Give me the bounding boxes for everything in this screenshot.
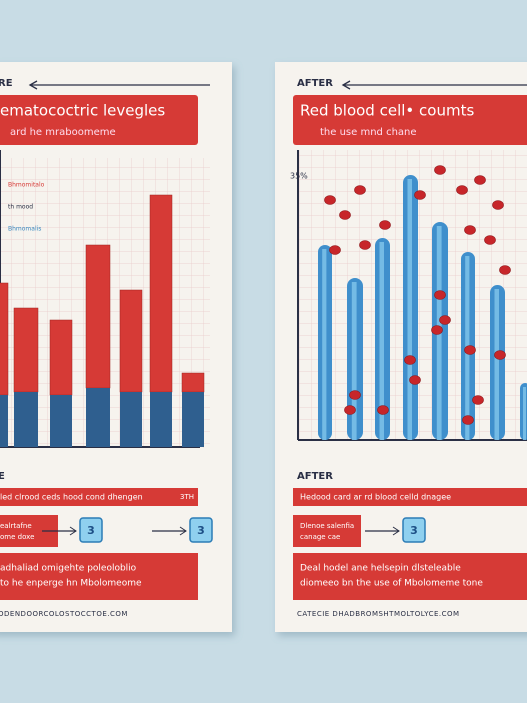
bar-shape [351,282,357,440]
section: E [0,471,5,482]
bar-shape [150,392,172,447]
cell [484,235,496,245]
info-text: Dlenoe salenfia [300,522,354,530]
bar-shape [407,179,412,440]
bar-shape [120,392,142,447]
cell [409,375,421,385]
note-text: to he enperge hn Mbolomeome [0,579,142,589]
cell [472,395,484,405]
cell [431,325,443,335]
info-box [293,515,361,547]
arrowhead [392,526,400,536]
arrowhead [179,526,187,536]
cell [349,390,361,400]
cell [464,225,476,235]
cell [492,200,504,210]
note-box [0,553,198,600]
arrowhead [69,526,77,536]
bar-shape [0,282,9,396]
cell [359,240,371,250]
heading: AFTER [297,78,333,89]
cell [462,415,474,425]
cell [377,405,389,415]
badge-text: 3 [87,524,95,537]
bar-shape [494,289,499,440]
axis-note: 35% [290,172,308,181]
cell [474,175,486,185]
bar-shape [119,289,143,393]
bar-shape [50,395,72,447]
footer: CATECIE DHADBROMSHTMOLTOLYCE.COM [297,610,460,618]
cell [494,350,506,360]
strip-note: 3TH [180,493,194,501]
cell [434,165,446,175]
heading: RE [0,78,13,89]
bar-shape [14,392,38,447]
arrowhead [28,80,38,90]
info-text: canage cae [300,533,340,541]
note-text: Deal hodel ane helsepin dlsteleable [300,564,461,574]
bar-shape [322,249,327,440]
strip [0,488,198,506]
title: ematococtric levegles [0,102,165,120]
bar-shape [149,194,173,393]
strip-text: Hedood card ar rd blood celld dnagee [300,493,451,502]
title-banner [293,95,527,145]
note-text: adhaliad omigehte poleoloblio [0,564,137,574]
badge-text: 3 [410,524,418,537]
badge-text: 3 [197,524,205,537]
cell [329,245,341,255]
section: AFTER [297,471,333,482]
strip [293,488,527,506]
info-text: ealrtafne [0,522,32,530]
cell [354,185,366,195]
cell [456,185,468,195]
bar-shape [13,307,39,393]
subtitle: ard he mraboomeme [10,127,116,138]
strip-text: led clrood ceds hood cond dhengen [0,493,143,502]
cell [324,195,336,205]
info-text: ome doxe [0,533,34,541]
note-box [293,553,527,600]
legend-item: Bhmomitalo [8,182,45,189]
bar-shape [0,395,8,447]
legend-item: th mood [8,204,33,211]
badge [402,517,426,543]
bar-shape [182,392,204,447]
title-banner [0,95,198,145]
footer: ODENDOORCOLOSTOCCTOE.COM [0,610,128,618]
cell [379,220,391,230]
cell [344,405,356,415]
bar-shape [86,388,110,447]
subtitle: the use mnd chane [320,127,417,138]
cell [414,190,426,200]
bar-shape [523,387,526,440]
legend-item: Bhmomalis [8,226,41,233]
arrowhead [341,80,351,90]
title: Red blood cell• coumts [300,102,474,120]
bar-shape [379,242,384,440]
note-text: diomeeo bn the use of Mbolomeme tone [300,579,483,589]
cell [439,315,451,325]
cell [464,345,476,355]
cell [434,290,446,300]
badge [189,517,213,543]
bar-shape [49,319,73,396]
badge [79,517,103,543]
cell [499,265,511,275]
bar-shape [85,244,111,389]
bar-shape [181,372,205,393]
cell [404,355,416,365]
cell [339,210,351,220]
